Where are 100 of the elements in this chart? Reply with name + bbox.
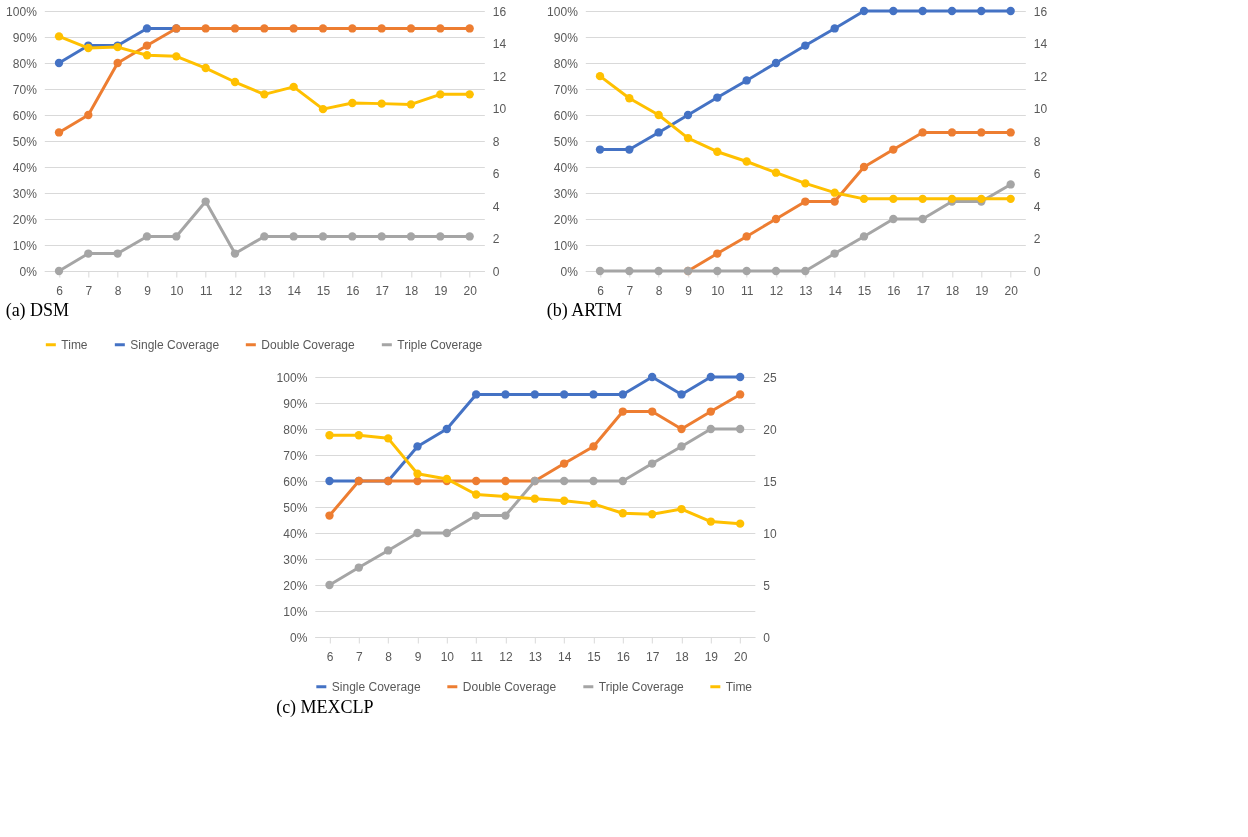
x-tick-label: 13 xyxy=(799,283,813,298)
legend-label: Triple Coverage xyxy=(598,679,685,694)
x-tick-label: 6 xyxy=(326,649,334,664)
point xyxy=(325,511,334,520)
y2-tick-label: 12 xyxy=(492,69,507,84)
point xyxy=(413,476,422,486)
x-tick-label: 14 xyxy=(287,283,302,298)
point xyxy=(501,492,510,501)
point xyxy=(947,128,957,137)
y2-tick-label: 8 xyxy=(1033,134,1041,149)
point xyxy=(530,494,540,503)
point xyxy=(413,469,422,478)
y2-tick-label: 16 xyxy=(1033,4,1048,19)
point xyxy=(706,407,716,416)
point xyxy=(348,232,357,241)
x-tick-label: 10 xyxy=(170,283,184,298)
y-tick-label: 40% xyxy=(12,160,38,175)
y-tick-label: 100% xyxy=(6,4,38,19)
x-tick-label: 7 xyxy=(85,283,93,298)
legend-label: Double Coverage xyxy=(462,679,557,694)
point xyxy=(801,266,810,276)
y-tick-label: 100% xyxy=(276,370,308,385)
point xyxy=(742,232,751,241)
y-tick-label: 70% xyxy=(283,448,308,463)
point xyxy=(436,24,445,33)
point xyxy=(142,24,152,33)
point xyxy=(595,145,605,154)
point xyxy=(348,98,357,108)
point xyxy=(318,24,328,33)
point xyxy=(618,476,628,486)
point xyxy=(325,476,334,486)
x-tick-label: 9 xyxy=(685,283,693,298)
point xyxy=(559,496,569,505)
x-tick-label: 12 xyxy=(228,283,243,298)
point xyxy=(618,509,628,518)
point xyxy=(677,504,686,514)
y2-tick-label: 6 xyxy=(492,167,500,181)
x-tick-label: 11 xyxy=(199,283,213,298)
point xyxy=(595,71,605,81)
point xyxy=(625,94,634,103)
x-tick-label: 10 xyxy=(440,649,455,664)
point xyxy=(618,407,628,416)
y2-tick-label: 10 xyxy=(763,526,777,541)
point xyxy=(230,24,240,33)
point xyxy=(742,157,751,166)
point xyxy=(706,424,716,434)
point xyxy=(84,110,93,120)
point xyxy=(54,266,64,276)
y2-tick-label: 16 xyxy=(492,4,507,19)
y-tick-label: 100% xyxy=(547,4,579,19)
point xyxy=(735,372,745,382)
y2-tick-label: 25 xyxy=(763,370,777,385)
point xyxy=(977,6,986,16)
point xyxy=(354,563,364,572)
point xyxy=(1006,180,1015,189)
point xyxy=(436,232,445,241)
point xyxy=(318,104,328,114)
point xyxy=(318,232,328,241)
point xyxy=(830,188,839,197)
point xyxy=(859,162,869,172)
point xyxy=(683,110,693,120)
point xyxy=(559,390,569,399)
point xyxy=(406,232,416,241)
x-tick-label: 12 xyxy=(769,283,784,298)
y-tick-label: 80% xyxy=(553,56,579,71)
point xyxy=(625,266,634,276)
y-tick-label: 50% xyxy=(12,134,38,149)
point xyxy=(647,459,657,468)
point xyxy=(471,490,481,499)
point xyxy=(801,197,810,206)
point xyxy=(830,24,839,33)
point xyxy=(230,77,240,87)
y2-tick-label: 2 xyxy=(1033,232,1041,246)
point xyxy=(1006,6,1015,16)
point xyxy=(501,390,510,399)
point xyxy=(442,528,452,538)
point xyxy=(260,24,269,33)
y2-tick-label: 0 xyxy=(763,630,771,645)
point xyxy=(413,528,422,538)
point xyxy=(325,580,334,590)
point xyxy=(406,24,416,33)
x-tick-label: 12 xyxy=(499,649,513,664)
legend-label: Triple Coverage xyxy=(397,337,483,352)
x-tick-label: 15 xyxy=(587,649,601,664)
point xyxy=(654,266,663,276)
y-tick-label: 0% xyxy=(560,264,579,279)
point xyxy=(771,214,781,224)
y2-tick-label: 15 xyxy=(763,474,777,489)
point xyxy=(771,58,781,68)
point xyxy=(889,6,898,16)
point xyxy=(559,459,569,468)
point xyxy=(201,24,210,33)
point xyxy=(84,249,93,258)
x-tick-label: 18 xyxy=(945,283,960,298)
y-tick-label: 30% xyxy=(553,186,579,201)
y2-tick-label: 20 xyxy=(763,422,777,437)
y-tick-label: 70% xyxy=(553,82,579,97)
y-tick-label: 60% xyxy=(12,108,38,123)
y2-tick-label: 0 xyxy=(1033,264,1041,279)
x-tick-label: 15 xyxy=(857,283,872,298)
